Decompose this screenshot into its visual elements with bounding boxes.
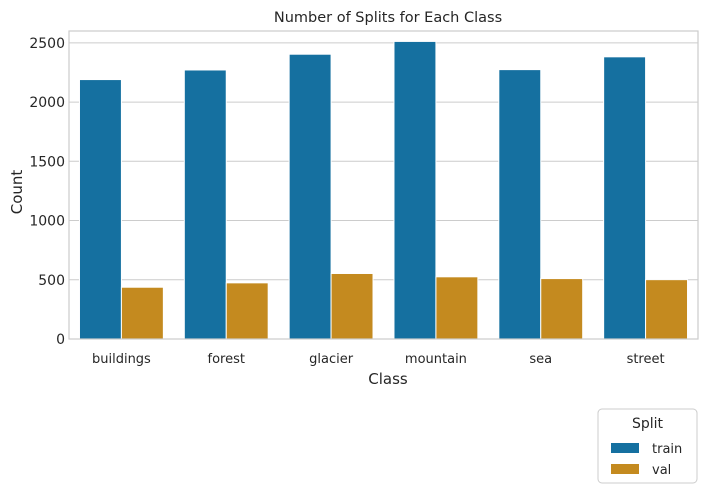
bar-train-sea xyxy=(498,69,542,340)
x-tick-label-glacier: glacier xyxy=(309,352,354,367)
bar-train-glacier xyxy=(288,53,332,340)
bar-val-glacier xyxy=(330,272,374,340)
legend-label-train: train xyxy=(652,442,682,457)
bars xyxy=(78,40,689,340)
plot-frame xyxy=(68,30,699,340)
y-tick-label-2000: 2000 xyxy=(29,95,65,111)
x-tick-label-forest: forest xyxy=(208,352,245,367)
y-tick-label-0: 0 xyxy=(56,332,65,348)
legend: Split train val xyxy=(597,408,698,484)
bar-val-forest xyxy=(225,282,269,340)
y-tick-label-2500: 2500 xyxy=(29,36,65,52)
bar-train-forest xyxy=(183,69,227,340)
bar-val-street xyxy=(645,279,689,340)
bar-train-street xyxy=(603,56,647,340)
x-tick-label-mountain: mountain xyxy=(405,352,467,367)
bar-val-buildings xyxy=(120,286,164,340)
y-tick-label-1000: 1000 xyxy=(29,214,65,230)
y-tick-label-1500: 1500 xyxy=(29,154,65,170)
bar-val-mountain xyxy=(435,276,479,340)
x-tick-label-sea: sea xyxy=(529,352,552,367)
chart-title: Number of Splits for Each Class xyxy=(274,10,502,26)
legend-title: Split xyxy=(632,416,664,432)
y-tick-labels: 0 500 1000 1500 2000 2500 xyxy=(29,36,65,348)
legend-swatch-train xyxy=(611,443,639,453)
x-tick-label-buildings: buildings xyxy=(92,352,151,367)
x-tick-labels: buildings forest glacier mountain sea street xyxy=(92,352,665,367)
legend-label-val: val xyxy=(652,463,671,478)
y-axis-label: Count xyxy=(8,170,26,215)
x-tick-label-street: street xyxy=(627,352,665,367)
bar-train-buildings xyxy=(78,79,122,340)
bar-train-mountain xyxy=(393,40,437,340)
x-axis-label: Class xyxy=(368,370,408,388)
bar-val-sea xyxy=(540,278,584,340)
legend-swatch-val xyxy=(611,464,639,474)
y-tick-label-500: 500 xyxy=(38,273,65,289)
